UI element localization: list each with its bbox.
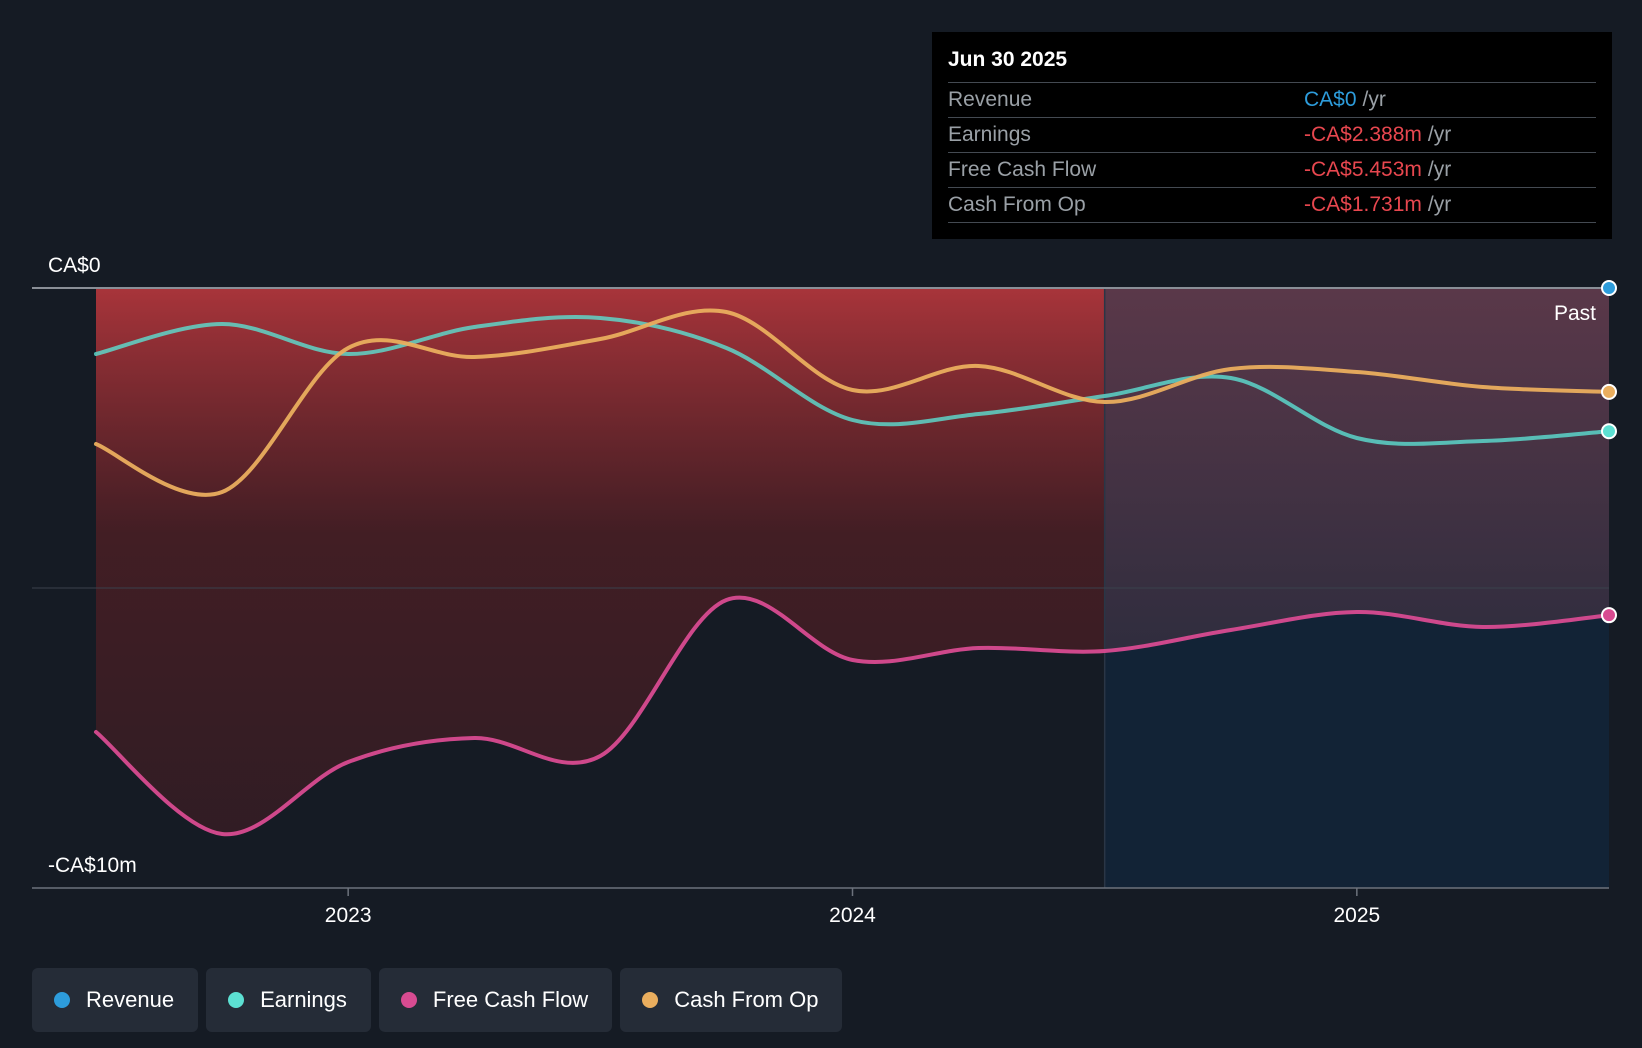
tooltip-value-number: -CA$5.453m [1304,158,1422,181]
loss-area [96,288,1105,835]
tooltip-value: -CA$2.388m/yr [1304,118,1451,152]
series-end-marker-free-cash-flow [1601,607,1617,624]
legend-item-earnings[interactable]: Earnings [206,968,371,1032]
legend-label: Revenue [86,987,175,1012]
tooltip-date: Jun 30 2025 [948,46,1596,83]
tooltip-label: Revenue [948,88,1033,111]
legend-label: Free Cash Flow [432,987,589,1012]
tooltip-unit: /yr [1427,158,1452,181]
legend-label: Cash From Op [674,987,819,1012]
tooltip-value-number: -CA$1.731m [1304,193,1422,216]
series-line-cash-from-op [94,308,1611,497]
tooltip-value: -CA$5.453m/yr [1304,153,1451,187]
tooltip-unit: /yr [1362,88,1386,111]
legend-dot-icon [642,992,659,1008]
tooltip-value-number: CA$0 [1304,88,1357,111]
tooltip-unit: /yr [1427,123,1452,146]
tooltip-value: -CA$1.731m/yr [1304,188,1451,222]
y-label-bottom: -CA$10m [48,854,137,877]
series-line-free-cash-flow [94,595,1611,837]
y-label-top: CA$0 [48,254,101,277]
legend-dot-icon [54,992,70,1008]
tooltip-value-number: -CA$2.388m [1304,123,1422,146]
tooltip-row-revenue: Revenue CA$0/yr [948,83,1596,118]
tooltip-row-free-cash-flow: Free Cash Flow -CA$5.453m/yr [948,153,1596,188]
tooltip-label: Earnings [948,123,1031,146]
legend-dot-icon [228,992,245,1008]
past-label: Past [1554,302,1596,325]
series-line-earnings [94,315,1611,446]
legend-item-free-cash-flow[interactable]: Free Cash Flow [378,968,613,1032]
tooltip-value: CA$0/yr [1304,83,1386,117]
legend-item-cash-from-op[interactable]: Cash From Op [620,968,843,1032]
legend: Revenue Earnings Free Cash Flow Cash Fro… [32,968,843,1032]
legend-label: Earnings [260,987,347,1012]
legend-dot-icon [400,992,417,1008]
tooltip-label: Cash From Op [948,193,1086,216]
x-tick-label: 2023 [325,904,372,927]
series-end-marker-revenue [1601,280,1617,296]
tooltip: Jun 30 2025 Revenue CA$0/yr Earnings -CA… [932,32,1612,239]
series-end-marker-cash-from-op [1601,383,1617,400]
tooltip-label: Free Cash Flow [948,158,1097,181]
series-end-marker-earnings [1601,423,1617,440]
tooltip-row-earnings: Earnings -CA$2.388m/yr [948,118,1596,153]
legend-item-revenue[interactable]: Revenue [32,968,199,1032]
tooltip-row-cash-from-op: Cash From Op -CA$1.731m/yr [948,188,1596,223]
x-tick-label: 2024 [829,904,876,927]
tooltip-unit: /yr [1427,193,1452,216]
x-tick-label: 2025 [1333,904,1380,927]
